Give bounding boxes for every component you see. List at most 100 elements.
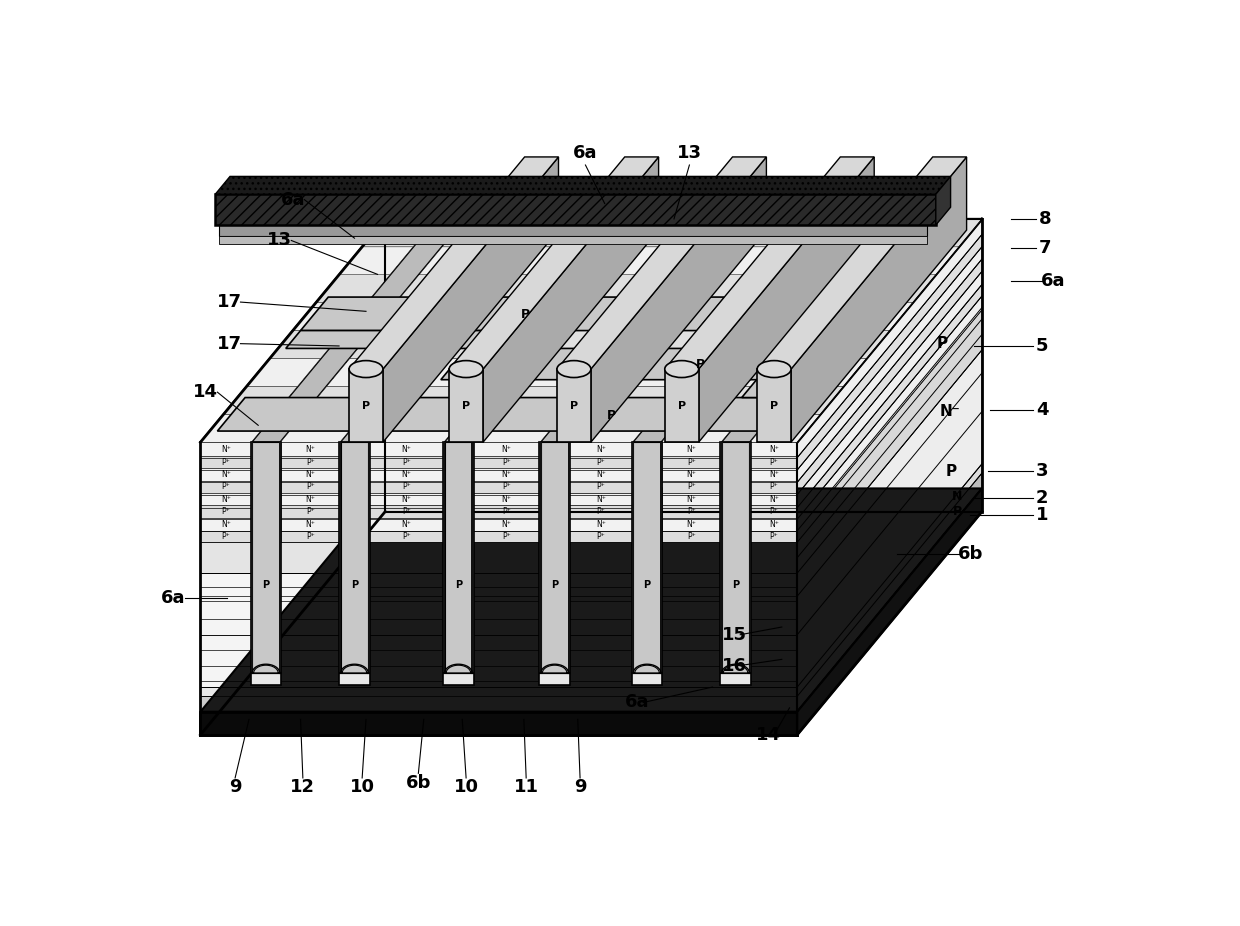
Polygon shape xyxy=(216,177,951,194)
Polygon shape xyxy=(531,219,629,247)
Text: N⁺: N⁺ xyxy=(687,494,697,504)
Polygon shape xyxy=(280,481,340,493)
Polygon shape xyxy=(373,303,455,331)
Text: 14: 14 xyxy=(193,383,218,401)
Polygon shape xyxy=(665,369,698,443)
Polygon shape xyxy=(350,156,558,369)
Text: N⁺: N⁺ xyxy=(769,519,779,529)
Text: 2: 2 xyxy=(1035,489,1048,507)
Polygon shape xyxy=(823,219,905,247)
Polygon shape xyxy=(201,488,982,712)
Polygon shape xyxy=(370,531,444,543)
Text: N⁺: N⁺ xyxy=(687,470,697,479)
Text: P: P xyxy=(463,401,470,411)
Text: N⁺: N⁺ xyxy=(502,519,511,529)
Polygon shape xyxy=(797,234,982,469)
Polygon shape xyxy=(201,533,797,573)
Text: P⁺: P⁺ xyxy=(596,532,605,541)
Text: N⁺: N⁺ xyxy=(769,470,779,479)
Text: N⁺: N⁺ xyxy=(687,519,697,529)
Polygon shape xyxy=(569,414,656,443)
Polygon shape xyxy=(201,494,797,507)
Text: 17: 17 xyxy=(217,334,242,353)
Polygon shape xyxy=(280,443,340,457)
Ellipse shape xyxy=(350,360,383,378)
Text: P⁺: P⁺ xyxy=(306,507,315,516)
Polygon shape xyxy=(370,414,467,443)
Text: P⁺: P⁺ xyxy=(306,482,315,492)
Polygon shape xyxy=(326,358,409,386)
Polygon shape xyxy=(662,443,720,457)
Polygon shape xyxy=(250,443,281,684)
Polygon shape xyxy=(300,297,725,331)
Polygon shape xyxy=(866,275,936,303)
Text: 6b: 6b xyxy=(957,544,983,563)
Text: N⁺: N⁺ xyxy=(221,494,231,504)
Polygon shape xyxy=(541,443,568,673)
Polygon shape xyxy=(698,156,874,443)
Polygon shape xyxy=(280,506,340,518)
Text: P: P xyxy=(455,580,463,590)
Polygon shape xyxy=(415,358,513,386)
Polygon shape xyxy=(252,443,280,673)
Polygon shape xyxy=(370,493,444,506)
Polygon shape xyxy=(472,414,563,443)
Text: P: P xyxy=(551,580,558,590)
Text: P⁺: P⁺ xyxy=(596,482,605,492)
Polygon shape xyxy=(662,469,720,481)
Polygon shape xyxy=(569,443,632,457)
Polygon shape xyxy=(443,443,474,684)
Polygon shape xyxy=(542,331,632,358)
Polygon shape xyxy=(565,303,656,331)
Polygon shape xyxy=(419,247,501,275)
Polygon shape xyxy=(471,443,474,673)
Text: P⁺: P⁺ xyxy=(402,532,410,541)
Polygon shape xyxy=(722,443,749,673)
Polygon shape xyxy=(201,573,797,687)
Text: N⁺: N⁺ xyxy=(596,519,606,529)
Text: N⁺: N⁺ xyxy=(402,519,412,529)
Ellipse shape xyxy=(449,360,484,378)
Text: 11: 11 xyxy=(513,778,538,796)
Polygon shape xyxy=(293,303,367,331)
Polygon shape xyxy=(280,518,340,531)
Polygon shape xyxy=(341,665,368,673)
Text: P⁺: P⁺ xyxy=(222,482,231,492)
Polygon shape xyxy=(777,275,859,303)
Polygon shape xyxy=(472,493,541,506)
Polygon shape xyxy=(350,331,433,358)
Polygon shape xyxy=(201,482,797,494)
Polygon shape xyxy=(341,219,553,443)
Ellipse shape xyxy=(557,360,590,378)
Polygon shape xyxy=(631,664,662,673)
Polygon shape xyxy=(267,346,877,362)
Text: P: P xyxy=(570,401,578,411)
Text: 10: 10 xyxy=(454,778,479,796)
Polygon shape xyxy=(720,443,751,684)
Polygon shape xyxy=(541,219,754,443)
Text: P: P xyxy=(732,580,739,590)
Text: 12: 12 xyxy=(290,778,315,796)
Polygon shape xyxy=(541,665,568,673)
Text: P: P xyxy=(521,308,529,321)
Polygon shape xyxy=(219,236,926,244)
Text: N⁺: N⁺ xyxy=(502,494,511,504)
Polygon shape xyxy=(362,219,436,247)
Polygon shape xyxy=(507,247,605,275)
Polygon shape xyxy=(754,303,837,331)
Polygon shape xyxy=(339,443,370,684)
Polygon shape xyxy=(370,481,444,493)
Text: N⁺: N⁺ xyxy=(596,470,606,479)
Text: P⁺: P⁺ xyxy=(596,457,605,467)
Polygon shape xyxy=(280,469,340,481)
Text: N⁺: N⁺ xyxy=(305,470,315,479)
Polygon shape xyxy=(280,331,889,346)
Polygon shape xyxy=(936,177,951,225)
Polygon shape xyxy=(797,464,982,696)
Polygon shape xyxy=(750,518,797,531)
Polygon shape xyxy=(443,443,445,673)
Polygon shape xyxy=(443,664,474,673)
Text: P: P xyxy=(677,401,686,411)
Polygon shape xyxy=(569,457,632,469)
Polygon shape xyxy=(797,350,982,687)
